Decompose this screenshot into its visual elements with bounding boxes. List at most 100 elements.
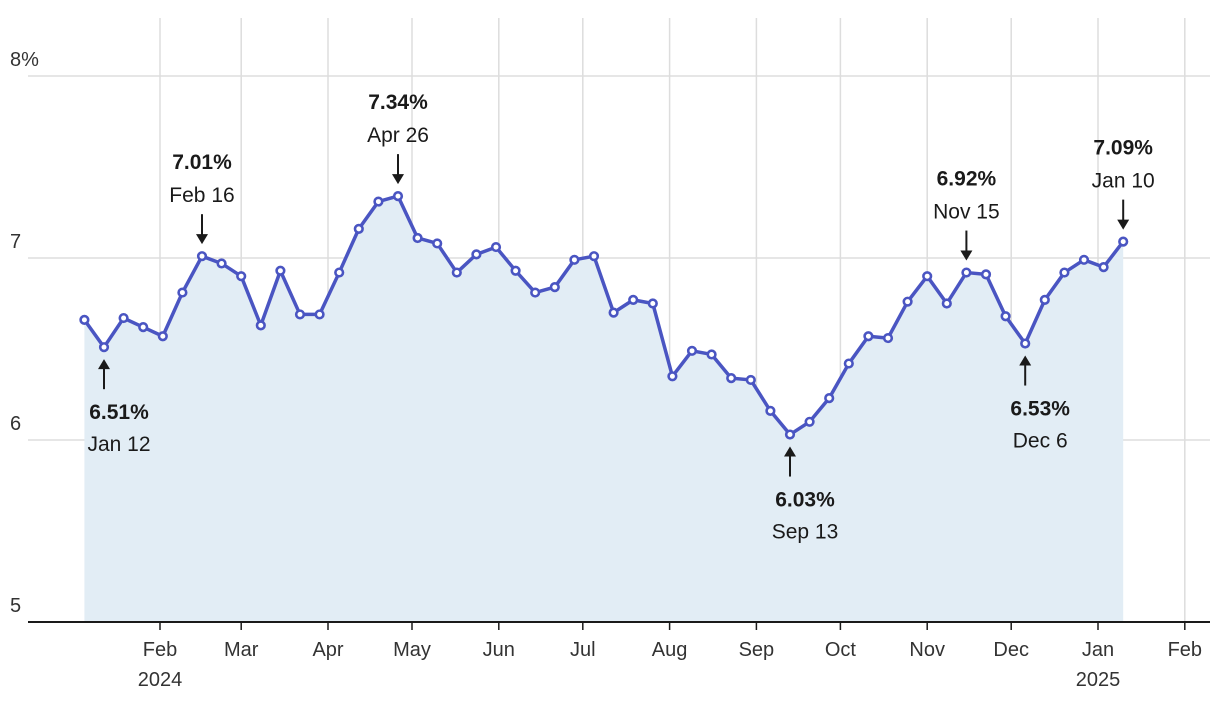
data-point — [451, 267, 462, 278]
annotation-value: 6.92% — [937, 168, 997, 191]
annotation-arrowhead — [960, 250, 973, 261]
data-point — [608, 307, 619, 318]
annotation: 7.34% Apr 26 — [367, 91, 429, 185]
annotation-date: Jan 10 — [1092, 170, 1155, 193]
data-point — [236, 271, 247, 282]
annotation-value: 6.51% — [89, 401, 149, 424]
data-point — [353, 223, 364, 234]
annotation-arrowhead — [784, 446, 796, 457]
data-point — [216, 258, 227, 269]
annotations: 6.51% Jan 12 7.01% Feb 16 7.34% Apr 26 6.03% Se… — [87, 91, 1154, 543]
data-point — [784, 429, 796, 440]
data-point — [412, 232, 423, 244]
y-tick-label: 7 — [10, 231, 21, 253]
annotation: 7.01% Feb 16 — [169, 151, 235, 245]
x-axis — [28, 621, 1210, 630]
area-fill-layer — [84, 196, 1124, 622]
annotation-arrowhead — [98, 359, 110, 370]
x-tick-label: Apr — [312, 639, 343, 661]
data-point — [980, 269, 992, 280]
data-point — [314, 309, 325, 320]
data-point — [1039, 294, 1050, 305]
data-point — [882, 332, 894, 344]
data-point — [490, 241, 502, 253]
x-tick-label: Jul — [570, 639, 596, 661]
annotation-date: Feb 16 — [169, 184, 234, 207]
data-point — [863, 331, 874, 342]
annotation-value: 6.03% — [775, 489, 835, 512]
annotation: 6.03% Sep 13 — [772, 446, 839, 544]
x-tick-label: Jun — [483, 639, 515, 661]
data-point — [686, 345, 698, 356]
data-point — [1098, 262, 1109, 273]
annotation-date: Jan 12 — [87, 433, 150, 456]
x-tick-year-label: 2024 — [138, 669, 183, 691]
annotation-arrowhead — [392, 174, 404, 185]
x-tick-label: Sep — [739, 639, 775, 661]
series-line — [82, 194, 1125, 437]
annotation-arrowhead — [1117, 219, 1130, 230]
x-tick-label: Feb — [1168, 639, 1202, 661]
data-point — [1020, 338, 1031, 349]
data-point — [530, 287, 541, 298]
data-point — [745, 374, 756, 386]
data-point — [569, 254, 580, 265]
data-point — [373, 196, 384, 207]
x-tick-label: Nov — [909, 639, 945, 661]
data-point — [824, 393, 835, 404]
annotation-value: 7.09% — [1093, 137, 1153, 160]
annotation-arrowhead — [1019, 355, 1032, 366]
annotation-value: 6.53% — [1010, 398, 1070, 421]
annotation-date: Dec 6 — [1013, 430, 1068, 453]
data-point — [843, 358, 854, 369]
x-tick-label: May — [393, 639, 431, 661]
annotation-date: Nov 15 — [933, 201, 1000, 224]
data-point — [941, 298, 952, 309]
data-point — [196, 251, 208, 262]
annotation-date: Sep 13 — [772, 521, 839, 544]
data-point — [922, 271, 933, 282]
data-point — [706, 349, 717, 360]
data-points — [79, 191, 1129, 440]
data-point — [157, 331, 168, 342]
data-point — [98, 342, 110, 353]
annotation: 6.53% Dec 6 — [1010, 355, 1070, 453]
data-point — [275, 265, 286, 276]
annotation: 6.51% Jan 12 — [87, 359, 151, 456]
annotation-arrowhead — [196, 234, 208, 245]
data-point — [667, 371, 678, 382]
data-point — [255, 320, 266, 331]
data-point — [138, 322, 149, 333]
annotation-value: 7.34% — [368, 91, 428, 114]
x-tick-label: Jan — [1082, 639, 1114, 661]
area-fill — [84, 196, 1124, 622]
series-line-layer — [82, 194, 1125, 437]
data-point — [118, 312, 129, 324]
data-point — [334, 267, 345, 278]
data-point — [471, 249, 482, 260]
data-point — [1078, 254, 1090, 265]
data-point — [961, 267, 972, 278]
data-point — [79, 314, 90, 325]
data-point — [804, 416, 815, 427]
data-point — [628, 294, 639, 305]
data-point — [177, 287, 188, 298]
data-point — [765, 405, 776, 416]
data-point — [902, 296, 913, 307]
data-point — [294, 309, 306, 320]
y-axis-labels: 8% 7 6 5 — [10, 49, 39, 617]
x-tick-label: Aug — [652, 639, 688, 661]
data-point — [1000, 311, 1011, 322]
annotation-date: Apr 26 — [367, 124, 429, 147]
annotation-value: 7.01% — [172, 151, 232, 174]
x-tick-label: Oct — [825, 639, 857, 661]
y-tick-label: 6 — [10, 413, 21, 435]
annotation: 7.09% Jan 10 — [1092, 137, 1155, 230]
annotation: 6.92% Nov 15 — [933, 168, 1000, 261]
y-tick-label: 5 — [10, 595, 21, 617]
data-point — [588, 251, 600, 262]
data-point — [432, 238, 443, 249]
x-tick-label: Feb — [143, 639, 177, 661]
x-axis-labels: Feb 2024 Mar Apr May Jun Jul Aug Sep Oct Nov Dec Jan… — [138, 639, 1202, 691]
